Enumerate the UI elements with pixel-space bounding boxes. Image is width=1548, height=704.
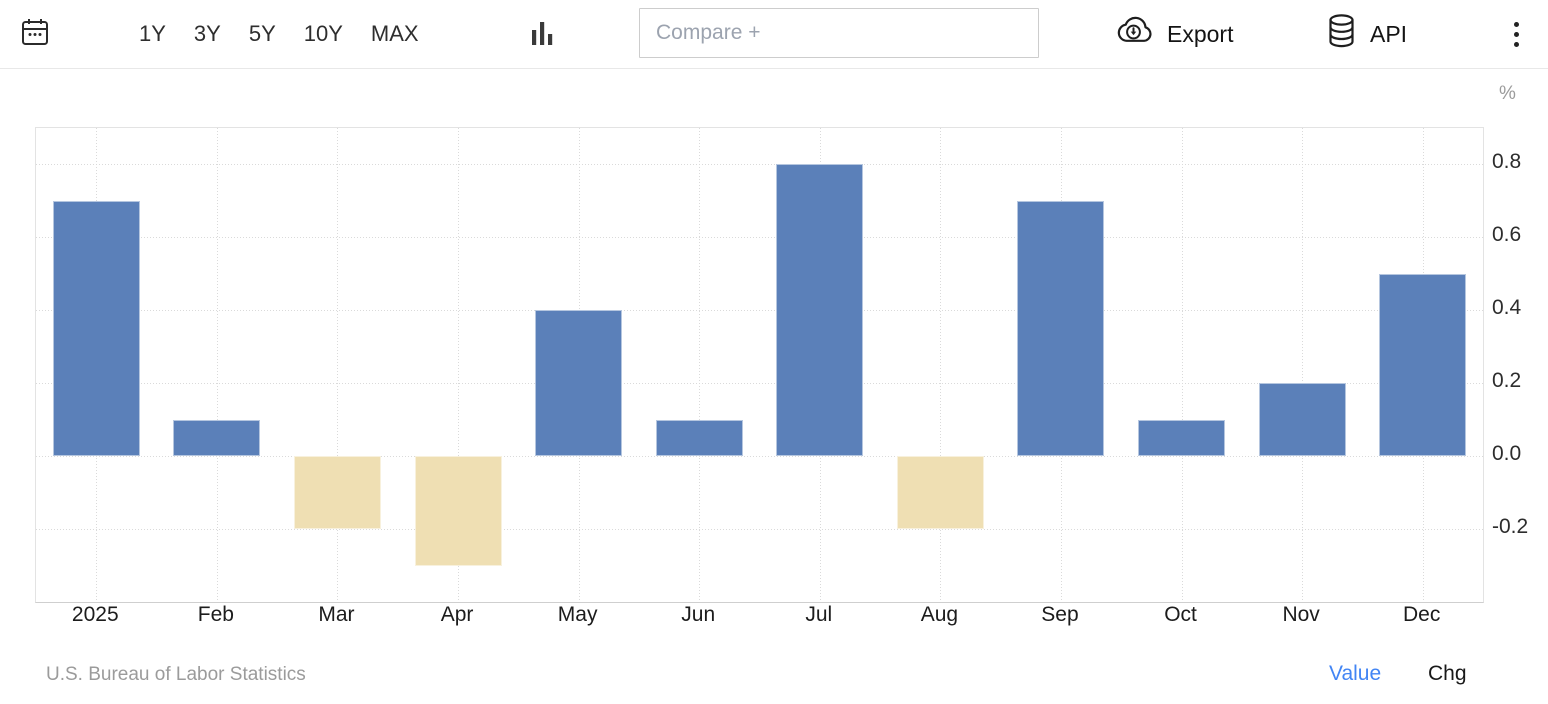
y-tick-label: 0.6 [1492, 223, 1522, 247]
x-tick-label: 2025 [71, 603, 119, 626]
export-button[interactable]: Export [1112, 0, 1233, 68]
source-attribution: U.S. Bureau of Labor Statistics [46, 664, 306, 685]
bar-jul[interactable] [776, 164, 864, 457]
range-1y-button[interactable]: 1Y [139, 21, 166, 46]
value-toggle-button[interactable]: Value [1329, 662, 1382, 685]
chart-type-button[interactable] [527, 20, 557, 50]
y-axis-labels: 0.8 0.6 0.4 0.2 0.0 -0.2 [1492, 127, 1546, 601]
bar-feb[interactable] [173, 419, 261, 457]
x-tick-label: Aug [920, 603, 959, 626]
x-tick-label: Nov [1282, 603, 1320, 626]
x-tick-label: Jun [681, 603, 716, 626]
h-gridline [36, 310, 1483, 312]
range-10y-button[interactable]: 10Y [303, 21, 343, 46]
bar-may[interactable] [535, 310, 623, 457]
v-gridline [458, 128, 460, 602]
calendar-icon [19, 16, 51, 53]
v-gridline [337, 128, 339, 602]
x-tick-label: Oct [1164, 603, 1197, 626]
x-tick-label: Apr [440, 603, 474, 626]
bar-apr[interactable] [414, 456, 502, 566]
y-tick-label: 0.2 [1492, 369, 1522, 393]
chg-toggle-button[interactable]: Chg [1428, 662, 1467, 685]
bar-aug[interactable] [896, 456, 984, 530]
h-gridline [36, 383, 1483, 385]
export-label: Export [1167, 20, 1234, 47]
plot-area [35, 127, 1484, 603]
range-buttons: 1Y 3Y 5Y 10Y MAX [139, 0, 419, 68]
database-icon [1326, 13, 1357, 56]
bar-dec[interactable] [1379, 273, 1467, 457]
x-tick-label: May [557, 603, 598, 626]
h-gridline [36, 456, 1483, 458]
x-axis-labels: 2025 Feb Mar Apr May Jun Jul Aug Sep Oct Nov Dec [35, 603, 1482, 631]
y-tick-label: 0.8 [1492, 150, 1522, 174]
y-tick-label: 0.0 [1492, 442, 1522, 466]
api-button[interactable]: API [1326, 0, 1407, 68]
range-max-button[interactable]: MAX [370, 21, 419, 46]
v-gridline [216, 128, 218, 602]
v-gridline [699, 128, 701, 602]
bar-oct[interactable] [1138, 419, 1226, 457]
x-tick-label: Jul [805, 603, 833, 626]
y-axis-unit-label: % [1499, 83, 1516, 104]
column-chart-icon [530, 19, 555, 51]
bar-mar[interactable] [293, 456, 381, 530]
v-gridline [1302, 128, 1304, 602]
bar-jun[interactable] [655, 419, 743, 457]
calendar-button[interactable] [16, 14, 54, 54]
y-tick-label: -0.2 [1492, 515, 1529, 539]
x-tick-label: Dec [1403, 603, 1441, 626]
y-tick-label: 0.4 [1492, 296, 1522, 320]
x-tick-label: Sep [1041, 603, 1079, 626]
h-gridline [36, 164, 1483, 166]
kebab-menu-icon[interactable] [1498, 0, 1534, 68]
compare-input[interactable] [639, 8, 1039, 58]
bar-sep[interactable] [1017, 200, 1105, 457]
x-tick-label: Mar [318, 603, 355, 626]
h-gridline [36, 529, 1483, 531]
h-gridline [36, 237, 1483, 239]
range-3y-button[interactable]: 3Y [193, 21, 221, 46]
x-tick-label: Feb [197, 603, 234, 626]
api-label: API [1370, 20, 1408, 47]
range-5y-button[interactable]: 5Y [248, 21, 276, 46]
cloud-download-icon [1112, 14, 1156, 54]
bar-nov[interactable] [1258, 383, 1346, 457]
v-gridline [1181, 128, 1183, 602]
toolbar: 1Y 3Y 5Y 10Y MAX [0, 0, 1548, 69]
bar-2025[interactable] [52, 200, 140, 457]
v-gridline [940, 128, 942, 602]
